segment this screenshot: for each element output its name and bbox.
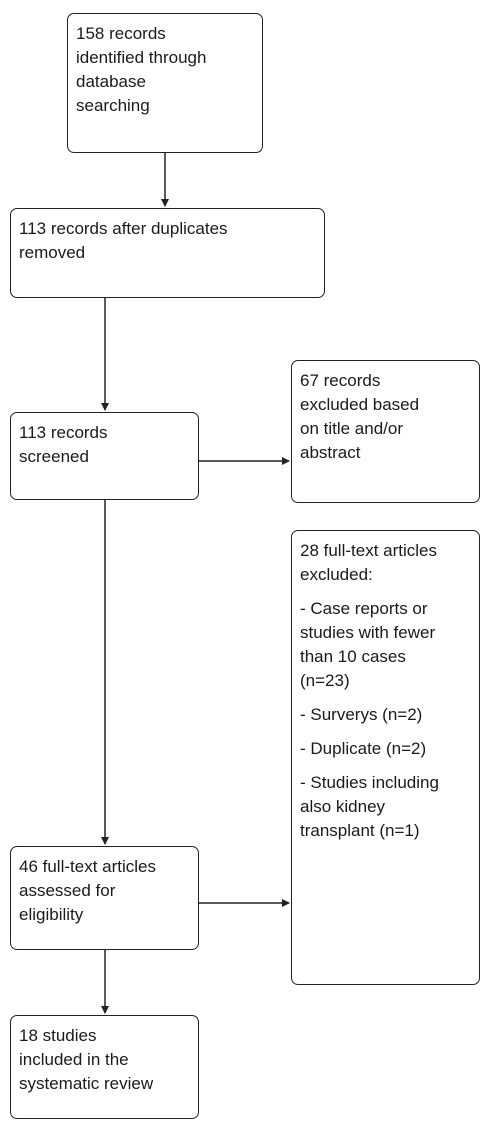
fulltext-excluded-heading: 28 full-text articles excluded:	[300, 539, 471, 587]
fulltext-excluded-box: 28 full-text articles excluded: - Case r…	[291, 530, 480, 985]
records-deduplicated-text: 113 records after duplicates removed	[19, 217, 316, 265]
records-excluded-text: 67 records excluded based on title and/o…	[300, 369, 471, 465]
fulltext-assessed-box: 46 full-text articles assessed for eligi…	[10, 846, 199, 950]
records-deduplicated-box: 113 records after duplicates removed	[10, 208, 325, 298]
records-identified-box: 158 records identified through database …	[67, 13, 263, 153]
exclusion-reason-kidney-transplant: - Studies including also kidney transpla…	[300, 771, 471, 843]
exclusion-reason-surveys: - Surverys (n=2)	[300, 703, 471, 727]
exclusion-reason-case-reports: - Case reports or studies with fewer tha…	[300, 597, 471, 693]
studies-included-text: 18 studies included in the systematic re…	[19, 1024, 190, 1096]
records-identified-text: 158 records identified through database …	[76, 22, 254, 118]
records-screened-box: 113 records screened	[10, 412, 199, 500]
studies-included-box: 18 studies included in the systematic re…	[10, 1015, 199, 1119]
records-screened-text: 113 records screened	[19, 421, 190, 469]
fulltext-assessed-text: 46 full-text articles assessed for eligi…	[19, 855, 190, 927]
records-excluded-box: 67 records excluded based on title and/o…	[291, 360, 480, 503]
exclusion-reason-duplicate: - Duplicate (n=2)	[300, 737, 471, 761]
